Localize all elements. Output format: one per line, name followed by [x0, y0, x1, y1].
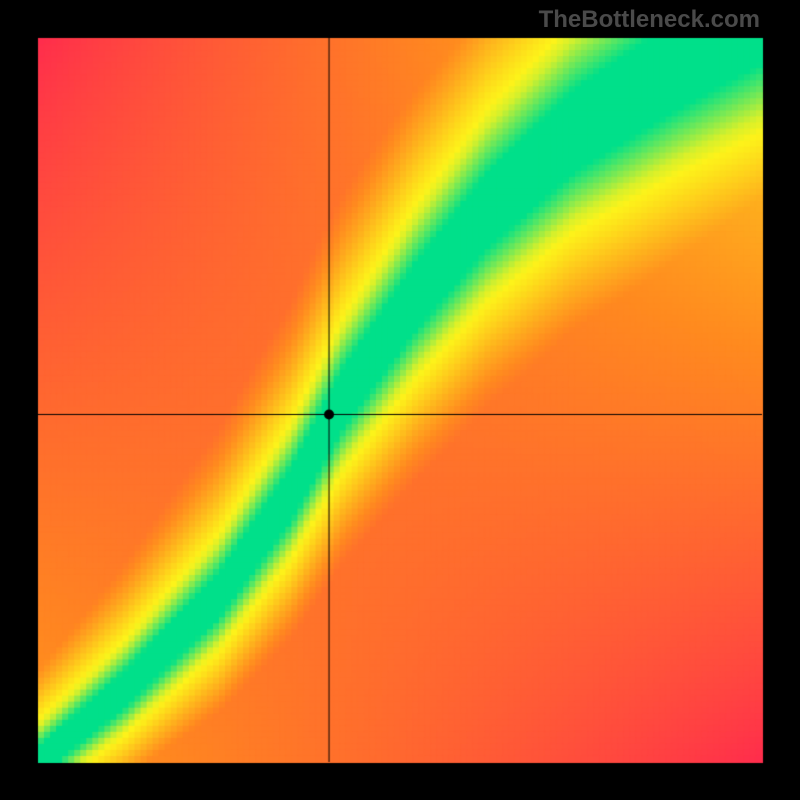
watermark-text: TheBottleneck.com [539, 6, 760, 34]
chart-container: TheBottleneck.com [0, 0, 800, 800]
bottleneck-heatmap [0, 0, 800, 800]
